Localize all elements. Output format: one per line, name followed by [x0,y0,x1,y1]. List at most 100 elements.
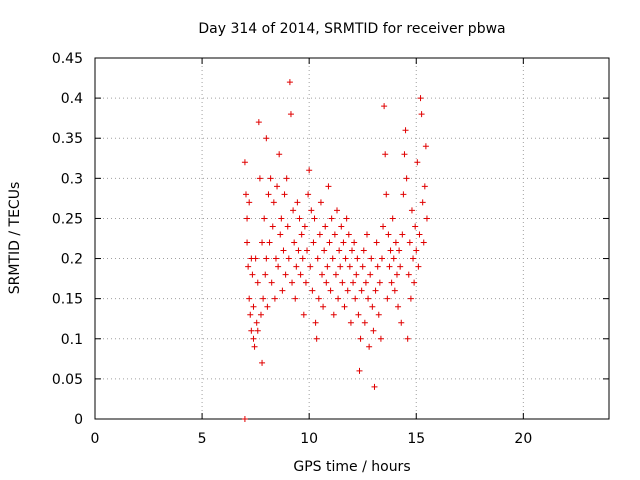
data-point [386,263,393,270]
data-point [370,327,377,334]
data-point [354,255,361,262]
data-point [415,263,422,270]
data-point [377,335,384,342]
data-point [413,247,420,254]
y-tick-label: 0.25 [52,211,83,227]
data-point [335,295,342,302]
data-point [321,247,328,254]
data-point [423,215,430,222]
data-point [322,223,329,230]
data-point [301,223,308,230]
data-point [253,319,260,326]
data-point [251,343,258,350]
data-point [373,239,380,246]
grid [95,58,609,419]
data-point [391,287,398,294]
data-point [245,263,252,270]
data-point [369,303,376,310]
y-tick-label: 0.05 [52,372,83,388]
data-point [380,223,387,230]
data-point [252,255,259,262]
data-point [329,255,336,262]
data-point [330,311,337,318]
data-point [254,279,261,286]
data-point [382,151,389,158]
data-point [361,319,368,326]
y-axis-label: SRMTID / TECUs [7,182,23,295]
data-point [260,295,267,302]
data-point [344,287,351,294]
data-point [356,367,363,374]
data-point [378,255,385,262]
data-point [308,207,315,214]
data-point [279,287,286,294]
plot-area-frame [94,57,610,420]
data-point [334,207,341,214]
data-point [286,79,293,86]
data-point [299,255,306,262]
data-point [388,279,395,286]
data-point [406,239,413,246]
data-point [371,383,378,390]
data-point [398,319,405,326]
data-point [302,279,309,286]
data-point [290,207,297,214]
data-point [341,303,348,310]
data-point [270,199,277,206]
data-point [284,223,291,230]
data-point [319,271,326,278]
data-point [359,263,366,270]
data-point [298,231,305,238]
x-axis-label: GPS time / hours [293,459,410,475]
data-point [328,215,335,222]
data-point [297,271,304,278]
data-point [296,215,303,222]
data-point [363,231,370,238]
data-point [259,239,266,246]
data-point [316,231,323,238]
data-point [244,239,251,246]
data-point [255,119,262,126]
data-point [401,151,408,158]
data-point [353,271,360,278]
data-point [294,199,301,206]
data-point [392,239,399,246]
data-point [263,255,270,262]
data-point [275,263,282,270]
data-point [242,191,249,198]
data-point [295,247,302,254]
data-point [278,215,285,222]
data-point [332,271,339,278]
data-point [271,295,278,302]
data-point [355,311,362,318]
data-point [385,231,392,238]
y-tick-label: 0.3 [61,171,83,187]
data-point [293,263,300,270]
y-tick-label: 0.2 [61,252,83,268]
data-point [360,247,367,254]
data-point [352,295,359,302]
data-point [247,311,254,318]
data-point [422,143,429,150]
data-point [282,271,289,278]
data-point [416,231,423,238]
data-point [250,335,257,342]
data-point [362,279,369,286]
data-point [411,279,418,286]
data-point [268,279,275,286]
data-point [376,279,383,286]
x-tick-label: 15 [407,431,425,447]
data-point [312,319,319,326]
data-point [263,135,270,142]
data-point [384,295,391,302]
y-tick-label: 0 [74,412,83,428]
data-point [261,215,268,222]
data-point [272,255,279,262]
data-point [250,303,257,310]
data-point [257,311,264,318]
data-point [395,303,402,310]
data-point [326,239,333,246]
data-point [365,295,372,302]
data-point [403,175,410,182]
